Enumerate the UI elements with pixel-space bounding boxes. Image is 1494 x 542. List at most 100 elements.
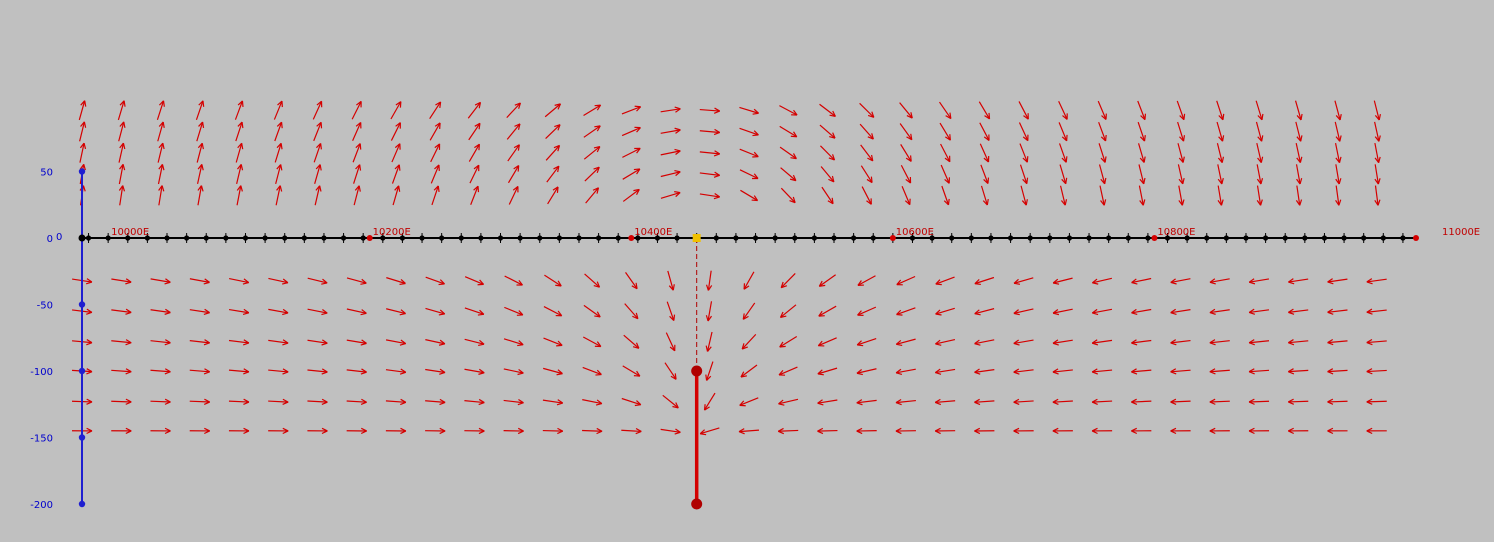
- field-arrowhead: [241, 100, 244, 107]
- field-arrow: [307, 400, 328, 403]
- field-arrowhead: [84, 100, 87, 107]
- field-arrow: [425, 307, 445, 315]
- field-arrowhead: [276, 142, 282, 149]
- station-marker: [1361, 235, 1367, 241]
- field-arrow: [1288, 340, 1309, 344]
- field-arrowhead: [1139, 200, 1144, 206]
- field-arrowhead: [438, 283, 445, 286]
- field-arrow: [346, 400, 367, 403]
- field-arrowhead: [819, 284, 826, 287]
- x-tick-label: 10400E: [634, 227, 672, 238]
- field-arrowhead: [479, 309, 485, 315]
- field-arrow: [896, 307, 916, 316]
- field-arrowhead: [974, 283, 981, 286]
- field-arrow: [1092, 339, 1113, 344]
- field-arrowhead: [596, 167, 600, 174]
- field-arrow: [234, 100, 244, 120]
- field-arrowhead: [947, 198, 950, 205]
- field-arrowhead: [935, 279, 941, 285]
- field-arrowhead: [400, 339, 407, 345]
- field-arrowhead: [237, 100, 243, 106]
- field-arrowhead: [1021, 200, 1027, 206]
- field-arrow: [507, 165, 520, 184]
- field-arrowhead: [400, 427, 407, 432]
- field-arrowhead: [322, 278, 328, 284]
- field-arrowhead: [125, 368, 132, 373]
- field-arrowhead: [935, 343, 942, 346]
- field-arrow: [621, 397, 641, 406]
- field-arrowhead: [119, 121, 125, 127]
- field-arrow: [235, 121, 243, 142]
- field-arrow: [780, 187, 796, 204]
- field-arrowhead: [1209, 342, 1216, 346]
- field-arrowhead: [1170, 368, 1177, 373]
- station-marker: [262, 235, 268, 241]
- field-arrow: [622, 147, 641, 158]
- field-arrow: [1019, 164, 1028, 184]
- field-arrow: [111, 400, 132, 403]
- field-arrow: [859, 102, 875, 118]
- field-arrowhead: [1131, 430, 1138, 435]
- field-arrowhead: [778, 399, 784, 405]
- field-arrow: [582, 429, 603, 432]
- field-arrowhead: [1104, 156, 1107, 163]
- field-arrow: [236, 185, 242, 206]
- station-marker: [929, 235, 935, 241]
- field-arrowhead: [478, 427, 485, 432]
- field-arrow: [1170, 400, 1191, 403]
- field-arrowhead: [478, 398, 485, 404]
- field-arrowhead: [595, 373, 602, 376]
- field-arrowhead: [636, 400, 642, 406]
- field-arrowhead: [593, 284, 600, 288]
- field-arrowhead: [280, 143, 283, 150]
- field-arrowhead: [983, 136, 990, 141]
- field-arrowhead: [974, 401, 981, 406]
- field-arrowhead: [1013, 309, 1019, 314]
- field-arrow: [429, 122, 441, 141]
- field-arrowhead: [1052, 427, 1059, 432]
- field-arrowhead: [974, 309, 980, 315]
- station-marker-major: [366, 235, 373, 241]
- field-arrowhead: [832, 110, 836, 117]
- field-arrowhead: [896, 309, 902, 315]
- field-arrowhead: [164, 281, 171, 285]
- field-arrowhead: [1052, 401, 1059, 406]
- field-arrow: [779, 335, 798, 348]
- field-arrow: [857, 275, 876, 286]
- field-arrow: [818, 274, 836, 287]
- field-arrowhead: [974, 371, 981, 375]
- field-arrowhead: [1139, 157, 1145, 163]
- field-arrowhead: [943, 200, 949, 206]
- field-arrowhead: [80, 100, 86, 106]
- field-arrow: [468, 122, 481, 141]
- field-arrow: [1366, 400, 1387, 403]
- field-arrowhead: [86, 339, 93, 344]
- y-tick-label: 0: [47, 234, 53, 245]
- field-arrowhead: [983, 157, 989, 163]
- field-arrowhead: [714, 128, 721, 133]
- field-arrowhead: [86, 311, 93, 315]
- field-arrow: [780, 273, 796, 289]
- field-arrow: [1018, 122, 1029, 141]
- field-arrow: [1018, 101, 1029, 120]
- station-marker: [537, 235, 543, 241]
- field-arrowhead: [552, 186, 559, 191]
- source-layer: [691, 234, 703, 510]
- field-arrowhead: [596, 146, 601, 153]
- field-arrowhead: [713, 131, 720, 136]
- field-arrowhead: [80, 121, 85, 127]
- field-arrow: [660, 108, 681, 113]
- field-arrowhead: [1131, 339, 1137, 344]
- field-arrow: [935, 276, 955, 285]
- field-arrow: [1327, 278, 1348, 283]
- field-arrowhead: [1142, 199, 1146, 206]
- field-arrowhead: [829, 136, 836, 139]
- field-arrow: [1249, 400, 1270, 403]
- field-arrowhead: [319, 185, 322, 192]
- field-arrowhead: [1260, 199, 1263, 206]
- field-arrowhead: [243, 430, 250, 435]
- field-arrow: [236, 164, 242, 185]
- field-arrow: [79, 142, 85, 163]
- field-arrowhead: [321, 371, 328, 375]
- field-arrowhead: [356, 100, 362, 106]
